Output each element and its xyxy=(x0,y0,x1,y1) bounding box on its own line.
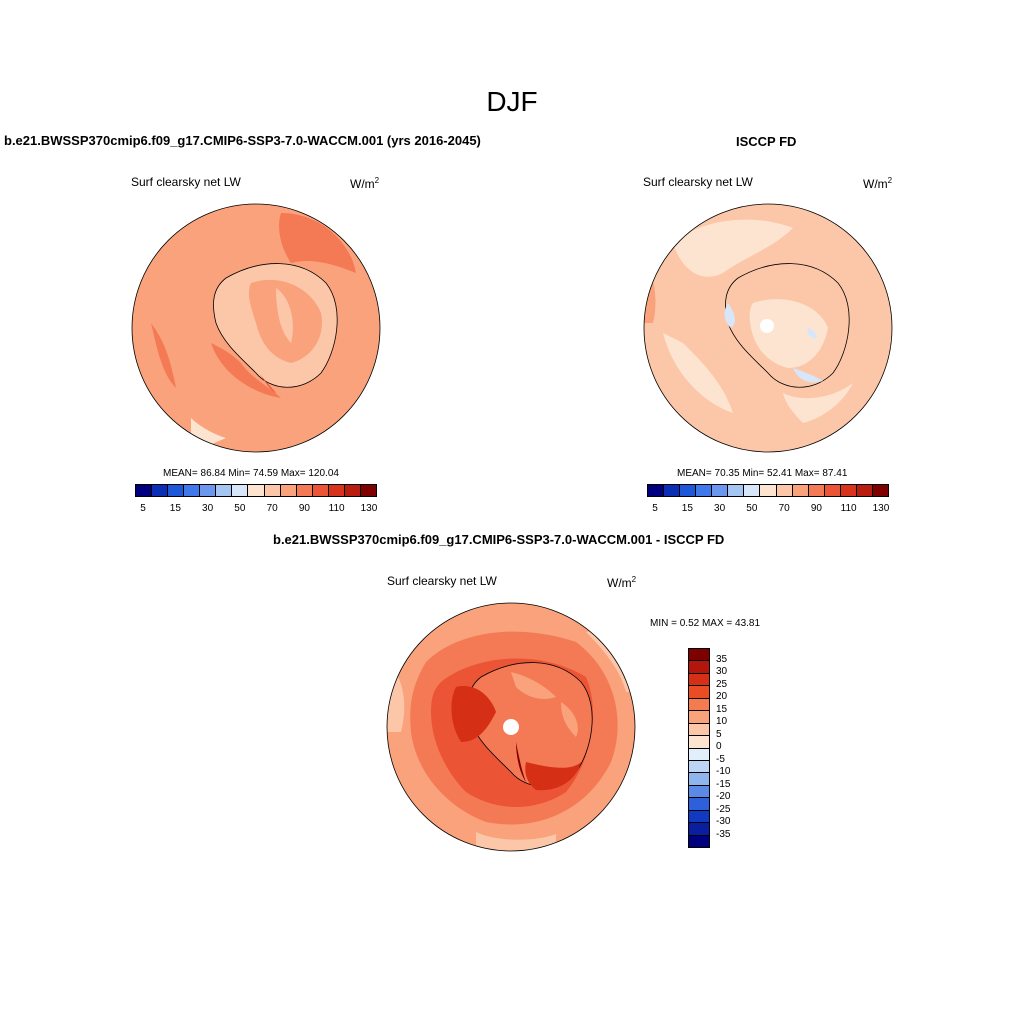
diff-variable-label: Surf clearsky net LW xyxy=(387,574,497,588)
colorbar-tick-label: 30 xyxy=(202,503,214,514)
diff-units-label: W/m2 xyxy=(607,575,637,590)
obs-variable-label: Surf clearsky net LW xyxy=(643,175,753,189)
colorbar-swatch xyxy=(689,748,709,761)
colorbar-swatch xyxy=(689,798,709,811)
colorbar-tick-label: 130 xyxy=(360,503,378,514)
model-units-label: W/m2 xyxy=(350,176,380,191)
colorbar-swatch xyxy=(760,485,777,496)
colorbar-tick-label: 30 xyxy=(716,666,728,677)
obs-colorbar xyxy=(647,484,889,497)
colorbar-tick-label: 5 xyxy=(652,503,658,514)
colorbar-swatch xyxy=(680,485,697,496)
colorbar-swatch xyxy=(664,485,681,496)
colorbar-tick-label: 25 xyxy=(716,678,728,690)
colorbar-swatch xyxy=(689,810,709,824)
colorbar-tick-label: 35 xyxy=(716,653,728,665)
colorbar-tick-label: -5 xyxy=(716,753,725,765)
colorbar-tick-label: -35 xyxy=(716,828,731,840)
colorbar-swatch xyxy=(312,485,329,496)
colorbar-tick-label: -25 xyxy=(716,803,731,815)
colorbar-swatch xyxy=(264,485,281,496)
colorbar-tick-label: 15 xyxy=(716,703,728,715)
obs-panel-title: ISCCP FD xyxy=(736,134,797,149)
colorbar-swatch xyxy=(344,485,361,496)
colorbar-swatch xyxy=(696,485,713,496)
model-colorbar-ticks: 5 15 30 50 70 90 110 130 xyxy=(135,503,377,517)
diff-colorbar xyxy=(688,648,710,848)
obs-units-label: W/m2 xyxy=(863,176,893,191)
colorbar-tick-label: 15 xyxy=(681,503,693,514)
model-colorbar xyxy=(135,484,377,497)
colorbar-swatch xyxy=(689,835,709,847)
colorbar-swatch xyxy=(152,485,169,496)
colorbar-tick-label: 0 xyxy=(716,741,722,752)
colorbar-swatch xyxy=(248,485,265,496)
colorbar-swatch xyxy=(689,686,709,699)
colorbar-tick-label: 50 xyxy=(234,503,246,514)
colorbar-swatch xyxy=(689,823,709,836)
colorbar-tick-label: -15 xyxy=(716,778,731,790)
colorbar-swatch xyxy=(136,485,153,496)
colorbar-tick-label: -20 xyxy=(716,791,731,802)
colorbar-swatch xyxy=(824,485,841,496)
colorbar-swatch xyxy=(689,760,709,774)
colorbar-tick-label: 5 xyxy=(140,503,146,514)
colorbar-tick-label: 5 xyxy=(716,728,722,740)
colorbar-swatch xyxy=(232,485,249,496)
colorbar-swatch xyxy=(712,485,729,496)
colorbar-swatch xyxy=(280,485,297,496)
colorbar-swatch xyxy=(689,736,709,749)
colorbar-tick-label: -30 xyxy=(716,816,731,827)
colorbar-tick-label: 110 xyxy=(328,503,345,514)
colorbar-swatch xyxy=(184,485,201,496)
obs-stats: MEAN= 70.35 Min= 52.41 Max= 87.41 xyxy=(677,468,848,479)
colorbar-swatch xyxy=(776,485,793,496)
colorbar-tick-label: 90 xyxy=(810,503,822,514)
colorbar-swatch xyxy=(840,485,857,496)
colorbar-tick-label: 15 xyxy=(169,503,181,514)
colorbar-swatch xyxy=(296,485,313,496)
colorbar-swatch xyxy=(216,485,233,496)
colorbar-swatch xyxy=(689,649,709,662)
model-panel-title: b.e21.BWSSP370cmip6.f09_g17.CMIP6-SSP3-7… xyxy=(4,133,481,148)
figure-title: DJF xyxy=(486,86,538,117)
colorbar-swatch xyxy=(360,485,376,496)
colorbar-swatch xyxy=(744,485,761,496)
colorbar-tick-label: 20 xyxy=(716,691,728,702)
diff-stats: MIN = 0.52 MAX = 43.81 xyxy=(650,618,761,629)
obs-colorbar-ticks: 5 15 30 50 70 90 110 130 xyxy=(647,503,889,517)
colorbar-swatch xyxy=(689,723,709,737)
colorbar-tick-label: 70 xyxy=(266,503,278,514)
colorbar-swatch xyxy=(689,698,709,712)
colorbar-tick-label: 90 xyxy=(298,503,310,514)
colorbar-swatch xyxy=(200,485,217,496)
colorbar-tick-label: 50 xyxy=(746,503,758,514)
model-stats: MEAN= 86.84 Min= 74.59 Max= 120.04 xyxy=(163,468,339,479)
colorbar-swatch xyxy=(808,485,825,496)
colorbar-swatch xyxy=(728,485,745,496)
colorbar-swatch xyxy=(792,485,809,496)
model-polar-map xyxy=(131,203,381,453)
colorbar-swatch xyxy=(689,661,709,674)
diff-polar-map xyxy=(386,602,636,852)
colorbar-tick-label: 30 xyxy=(714,503,726,514)
colorbar-swatch xyxy=(328,485,345,496)
colorbar-tick-label: 130 xyxy=(872,503,890,514)
obs-polar-map xyxy=(643,203,893,453)
colorbar-swatch xyxy=(648,485,665,496)
colorbar-swatch xyxy=(689,773,709,786)
colorbar-swatch xyxy=(872,485,888,496)
colorbar-swatch xyxy=(689,711,709,724)
colorbar-tick-label: 10 xyxy=(716,716,728,727)
colorbar-swatch xyxy=(168,485,185,496)
colorbar-tick-label: 110 xyxy=(840,503,857,514)
colorbar-tick-label: -10 xyxy=(716,766,731,777)
diff-colorbar-ticks: 35 30 25 20 15 10 5 0 -5 -10 -15 -20 -25 -30 -35 xyxy=(716,648,756,848)
diff-panel-title: b.e21.BWSSP370cmip6.f09_g17.CMIP6-SSP3-7… xyxy=(273,532,725,547)
colorbar-swatch xyxy=(689,785,709,799)
colorbar-tick-label: 70 xyxy=(778,503,790,514)
model-variable-label: Surf clearsky net LW xyxy=(131,175,241,189)
colorbar-swatch xyxy=(856,485,873,496)
colorbar-swatch xyxy=(689,673,709,687)
